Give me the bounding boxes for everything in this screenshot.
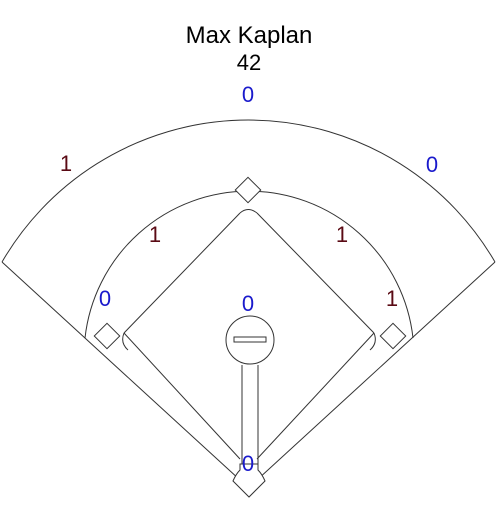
first-base-cutout [369,332,376,351]
first-base-count: 1 [385,286,399,311]
first-base-line [256,332,375,460]
shortstop-count: 1 [148,222,162,247]
home-plate-area [232,463,266,498]
center-field-count: 0 [241,82,255,107]
pitcher-count: 0 [241,291,255,316]
third-to-second-path [123,212,241,334]
right-foul-line [256,261,496,481]
third-base-count: 0 [98,286,112,311]
third-base-cutout [122,332,129,351]
outfield-fence [1,119,496,263]
catcher-count: 0 [241,451,255,476]
player-number: 42 [236,50,262,75]
left-field-count: 1 [59,151,73,176]
second-to-first-path [256,212,375,334]
third-base-line [123,332,241,460]
right-field-count: 0 [425,152,439,177]
pitcher-rubber [233,336,267,343]
second-base-count: 1 [335,222,349,247]
second-base-cutout [239,209,258,214]
left-foul-line [1,261,241,481]
second-base [234,176,262,204]
third-base [93,322,121,350]
first-base [379,322,407,350]
player-name: Max Kaplan [185,22,313,49]
